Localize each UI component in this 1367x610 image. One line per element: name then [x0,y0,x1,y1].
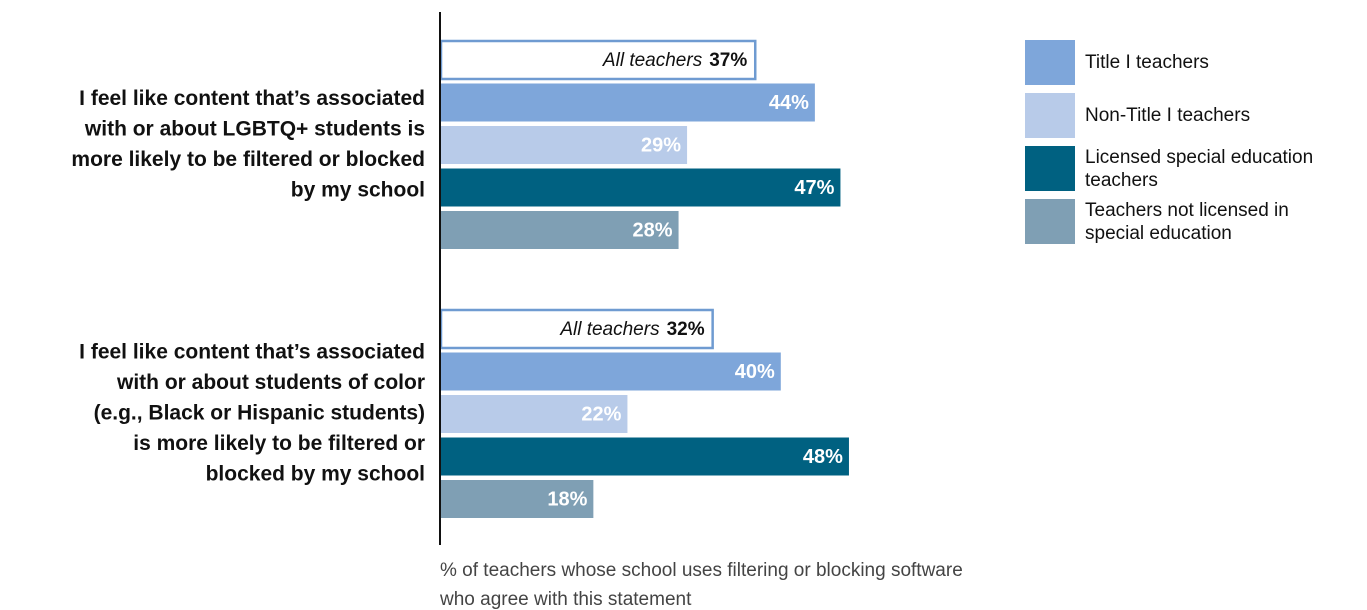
value-label: 37% [709,50,747,71]
bar-label: All teachers 37% [602,50,747,71]
value-label: 18% [547,488,587,510]
value-label: 29% [641,134,681,156]
category-label: (e.g., Black or Hispanic students) [94,402,425,425]
value-label: 40% [735,361,775,383]
value-label: 22% [581,403,621,425]
legend-swatch [1025,199,1075,244]
bar [440,211,679,249]
legend-label: Licensed special education teachers [1085,146,1314,191]
x-axis-label: who agree with this statement [439,589,692,610]
legend-item: Licensed special education teachers [1025,146,1345,191]
bar [439,39,757,81]
category-label: is more likely to be filtered or [133,432,425,455]
value-label: 28% [633,219,673,241]
value-label: 48% [803,446,843,468]
category-label: with or about LGBTQ+ students is [84,117,425,140]
value-label: 44% [769,92,809,114]
legend: Title I teachers Non-Title I teachers Lice… [1025,40,1345,252]
legend-label: Teachers not licensed in special educati… [1085,199,1289,244]
bar [440,352,781,391]
legend-swatch [1025,93,1075,138]
value-label: 32% [667,319,705,340]
category-label: I feel like content that’s associated [79,87,425,110]
legend-swatch [1025,40,1075,85]
category-label: by my school [291,178,425,201]
category-label: I feel like content that’s associated [79,341,425,364]
category-label: blocked by my school [206,463,425,486]
x-axis-label: % of teachers whose school uses filterin… [440,560,963,581]
bar-label: All teachers 32% [559,319,704,340]
bar [440,437,849,476]
legend-item: Teachers not licensed in special educati… [1025,199,1345,244]
legend-swatch [1025,146,1075,191]
bar [440,83,815,122]
legend-item: Non-Title I teachers [1025,93,1345,138]
value-label: 47% [794,177,834,199]
category-label: with or about students of color [116,371,425,394]
bar [440,168,841,207]
category-label: more likely to be filtered or blocked [71,148,425,171]
bar [440,480,594,518]
bar [440,395,628,433]
series-name: All teachers [559,319,660,340]
legend-item: Title I teachers [1025,40,1345,85]
legend-label: Title I teachers [1085,52,1209,73]
series-name: All teachers [602,50,703,71]
legend-label: Non-Title I teachers [1085,105,1251,126]
bar [440,126,688,164]
